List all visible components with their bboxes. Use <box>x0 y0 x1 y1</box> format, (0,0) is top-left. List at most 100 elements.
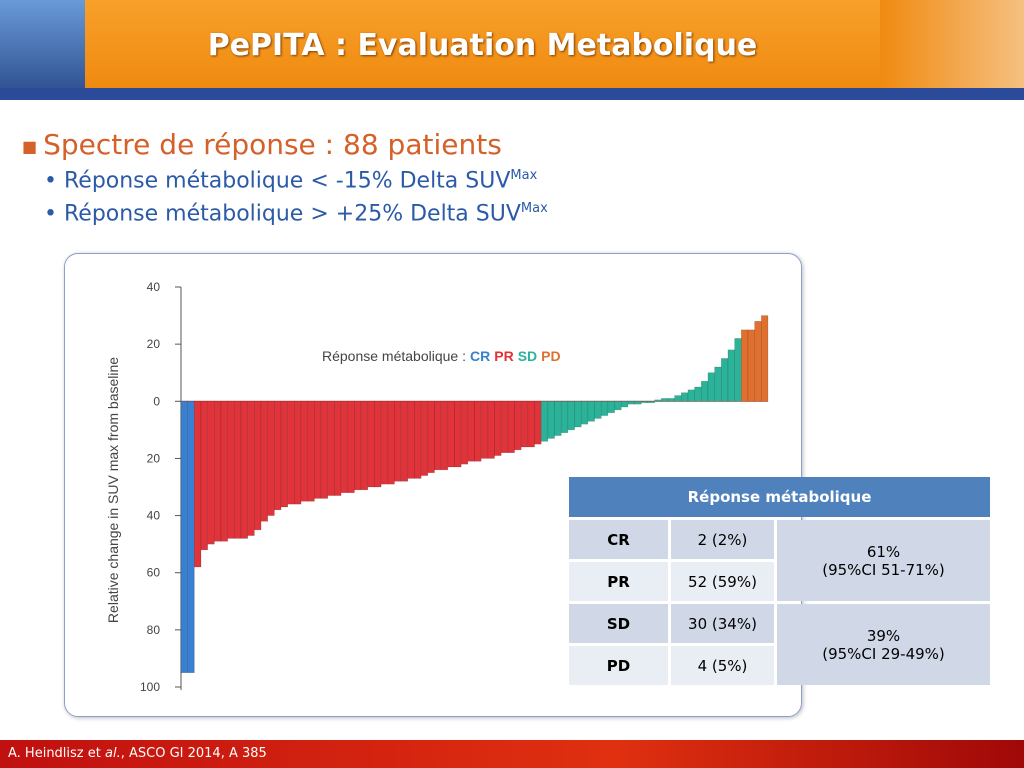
bar <box>621 401 629 408</box>
bar <box>627 401 635 405</box>
bar <box>587 401 595 422</box>
bar <box>647 401 655 403</box>
bar <box>694 386 702 402</box>
bar <box>274 401 282 511</box>
bar <box>474 401 482 462</box>
bar <box>307 401 315 502</box>
bar <box>300 401 308 502</box>
bar <box>614 401 622 411</box>
bar <box>554 401 562 436</box>
bar <box>667 398 675 402</box>
bar <box>420 401 429 476</box>
bar <box>480 401 489 459</box>
bar <box>267 401 275 516</box>
cell-text: 39% <box>866 626 901 645</box>
bar <box>240 401 248 539</box>
bar <box>721 358 729 402</box>
bar <box>600 401 609 416</box>
bullet-text: Spectre de réponse : 88 patients <box>43 128 502 161</box>
bar <box>641 401 649 403</box>
bar <box>340 401 349 493</box>
bar <box>747 329 755 402</box>
bar <box>727 349 735 402</box>
cell: 2 (2%) <box>671 520 774 559</box>
bar <box>460 401 469 465</box>
anatomy-image <box>880 0 1024 100</box>
footer: A. Heindlisz et al., ASCO GI 2014, A 385 <box>0 740 1024 768</box>
bar <box>487 401 495 459</box>
bullet-text: Réponse métabolique > +25% Delta SUV <box>63 201 521 227</box>
legend-entry: SD <box>518 348 537 364</box>
bar <box>547 401 555 439</box>
bar <box>374 401 382 488</box>
cell: 30 (34%) <box>671 604 774 643</box>
bar <box>400 401 409 482</box>
bar <box>254 401 262 531</box>
y-tick-label: 80 <box>147 623 161 637</box>
cell: PR <box>569 562 668 601</box>
cell-text: (95%CI 51-71%) <box>822 560 945 579</box>
bar <box>741 329 749 402</box>
bar <box>467 401 475 462</box>
bar <box>634 401 642 405</box>
bar <box>380 401 389 485</box>
bar <box>234 401 242 539</box>
y-tick-label: 40 <box>147 280 161 294</box>
footer-text: A. Heindlisz et <box>8 746 105 761</box>
bar <box>207 401 215 545</box>
bar <box>227 401 235 539</box>
bar <box>180 401 188 673</box>
bar <box>714 366 722 402</box>
bar <box>754 321 762 402</box>
bar <box>761 315 769 402</box>
legend-title: Réponse métabolique : <box>322 348 466 364</box>
bar <box>327 401 335 496</box>
bar <box>440 401 449 471</box>
cell: 52 (59%) <box>671 562 774 601</box>
bar <box>334 401 342 496</box>
bullet-main: ■ Spectre de réponse : 88 patients <box>22 128 502 161</box>
bar <box>500 401 509 453</box>
bar <box>574 401 582 428</box>
header-band <box>85 0 880 88</box>
y-tick-label: 40 <box>147 509 161 523</box>
bar <box>434 401 442 471</box>
tram-image <box>0 0 85 100</box>
bar <box>494 401 502 456</box>
bar <box>687 389 695 402</box>
bar <box>360 401 369 491</box>
bar <box>187 401 195 673</box>
chart: Relative change in SUV max from baseline… <box>105 280 769 694</box>
bar <box>214 401 222 542</box>
cell: SD <box>569 604 668 643</box>
cell: 4 (5%) <box>671 646 774 685</box>
bar <box>701 381 709 402</box>
bar <box>287 401 295 505</box>
bar <box>200 401 208 551</box>
title: PePITA : Evaluation Metabolique <box>207 28 758 63</box>
bar <box>520 401 529 448</box>
bar <box>260 401 268 522</box>
bar <box>414 401 422 479</box>
bar <box>347 401 355 493</box>
bar <box>320 401 329 499</box>
bar <box>654 399 662 402</box>
bar <box>280 401 288 508</box>
bar <box>447 401 455 468</box>
bar <box>427 401 435 473</box>
y-tick-label: 0 <box>153 394 160 408</box>
y-tick-label: 60 <box>147 566 161 580</box>
bar <box>534 401 542 445</box>
bar <box>387 401 395 485</box>
legend-entry: PD <box>541 348 560 364</box>
bar <box>674 395 682 402</box>
bar <box>507 401 515 453</box>
bar <box>394 401 402 482</box>
cell-text: 61% <box>866 542 901 561</box>
cell: CR <box>569 520 668 559</box>
bar <box>607 401 615 413</box>
bar <box>294 401 302 505</box>
bar <box>407 401 415 479</box>
bar <box>247 401 255 536</box>
